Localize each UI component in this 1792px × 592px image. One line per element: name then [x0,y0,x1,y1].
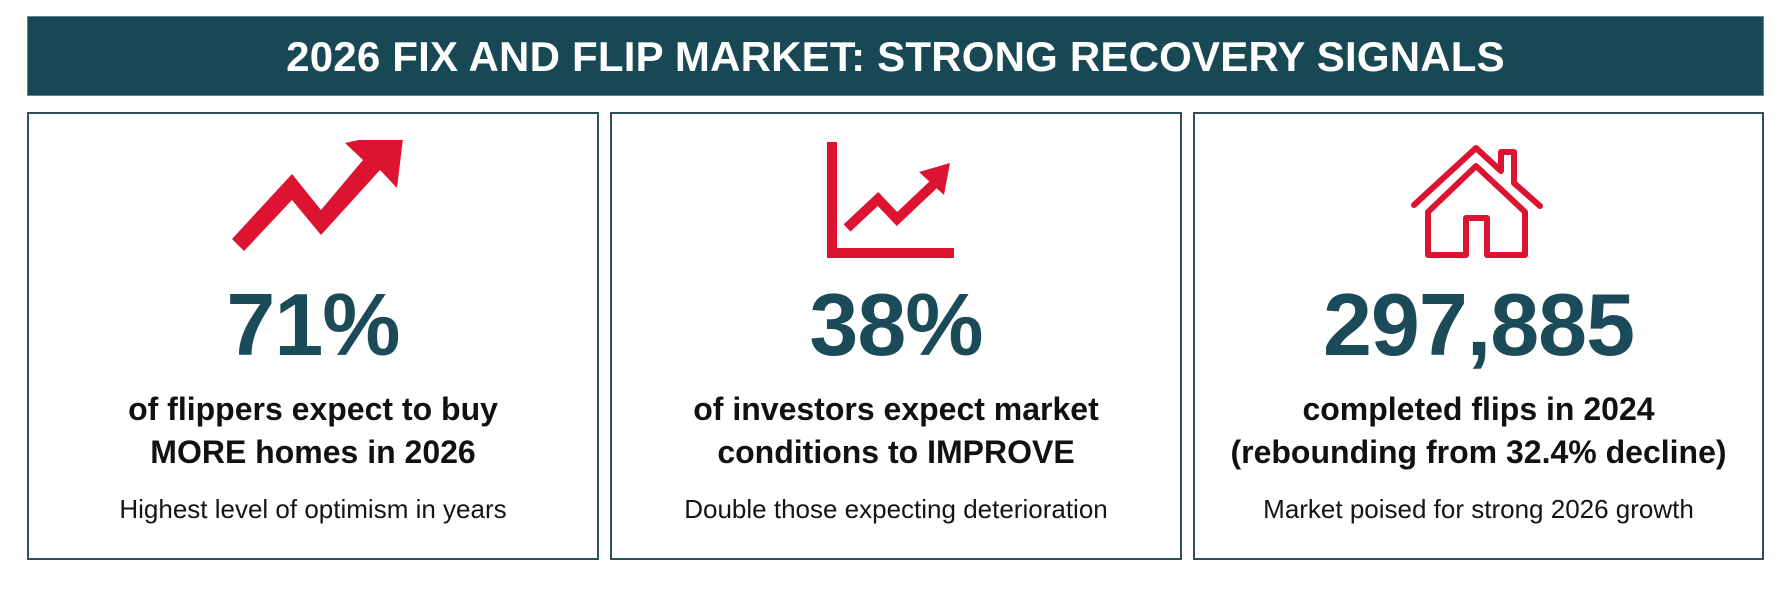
stat-description: of investors expect market conditions to… [612,388,1180,474]
stat-value: 38% [809,275,983,374]
stat-description-line: (rebounding from 32.4% decline) [1230,434,1727,470]
stat-description-line: of investors expect market [693,391,1099,427]
stat-card-investors: 38% of investors expect market condition… [610,112,1182,560]
stat-description: of flippers expect to buy MORE homes in … [29,388,597,474]
stat-description-line: of flippers expect to buy [128,391,498,427]
trending-up-arrow-icon [232,140,403,251]
stat-description-line: MORE homes in 2026 [150,434,476,470]
house-icon [1411,145,1543,258]
stat-card-completed-flips: 297,885 completed flips in 2024 (rebound… [1193,112,1764,560]
stat-value: 71% [226,275,400,374]
stat-description-line: conditions to IMPROVE [717,434,1075,470]
stat-value: 297,885 [1322,275,1635,374]
stat-description: completed flips in 2024 (rebounding from… [1195,388,1762,474]
stat-note: Highest level of optimism in years [119,494,507,524]
stat-description-line: completed flips in 2024 [1302,391,1655,427]
stat-note: Market poised for strong 2026 growth [1263,494,1694,524]
stat-card-flippers: 71% of flippers expect to buy MORE homes… [27,112,599,560]
line-chart-growth-icon [827,142,954,258]
page-title: 2026 FIX AND FLIP MARKET: STRONG RECOVER… [286,33,1505,80]
header-banner: 2026 FIX AND FLIP MARKET: STRONG RECOVER… [27,16,1764,96]
stat-note: Double those expecting deterioration [684,494,1108,524]
